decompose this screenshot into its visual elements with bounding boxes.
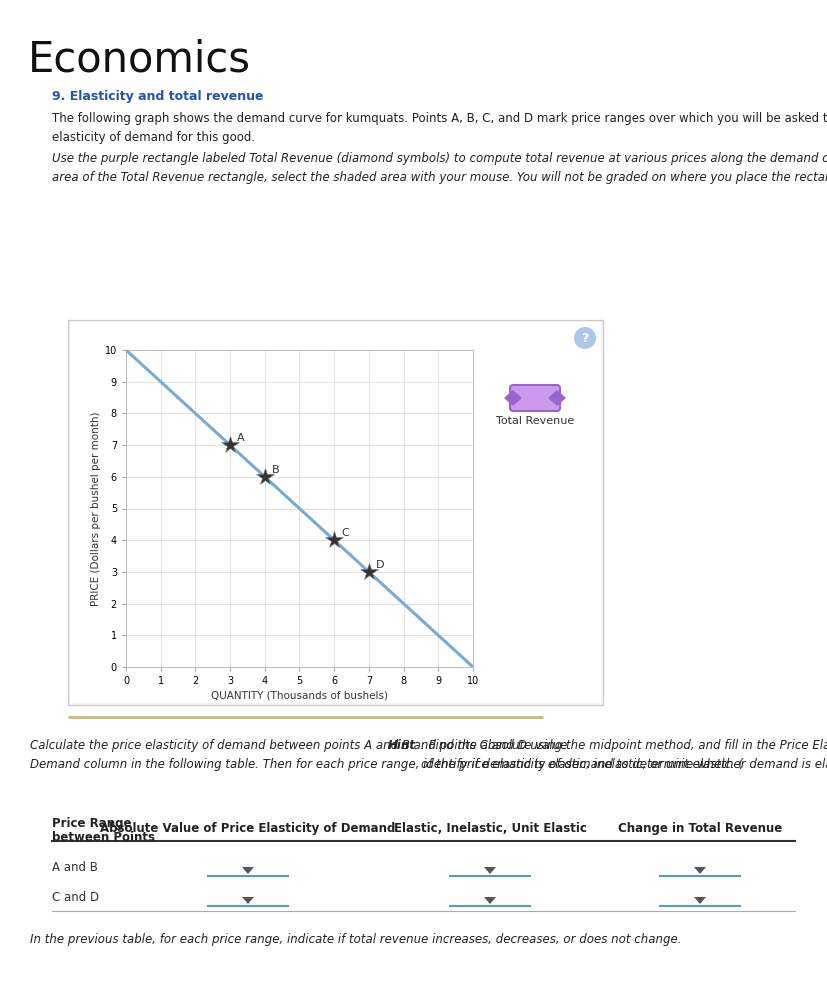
- Text: Calculate the price elasticity of demand between points A and B and points C and: Calculate the price elasticity of demand…: [30, 739, 827, 771]
- Text: The following graph shows the demand curve for kumquats. Points A, B, C, and D m: The following graph shows the demand cur…: [52, 112, 827, 144]
- Polygon shape: [241, 867, 254, 874]
- Text: Elastic, Inelastic, Unit Elastic: Elastic, Inelastic, Unit Elastic: [393, 822, 586, 835]
- Text: Use the purple rectangle labeled Total Revenue (diamond symbols) to compute tota: Use the purple rectangle labeled Total R…: [52, 152, 827, 184]
- Text: : Find the absolute value
of the price elasticity of demand to determine whether: : Find the absolute value of the price e…: [420, 739, 827, 771]
- Text: In the previous table, for each price range, indicate if total revenue increases: In the previous table, for each price ra…: [30, 933, 681, 946]
- Y-axis label: PRICE (Dollars per bushel per month): PRICE (Dollars per bushel per month): [90, 411, 100, 606]
- Polygon shape: [484, 897, 495, 904]
- X-axis label: QUANTITY (Thousands of bushels): QUANTITY (Thousands of bushels): [211, 690, 388, 700]
- Polygon shape: [693, 897, 705, 904]
- Text: A and B: A and B: [52, 861, 98, 874]
- FancyBboxPatch shape: [70, 322, 600, 703]
- Text: between Points: between Points: [52, 831, 155, 844]
- Polygon shape: [484, 867, 495, 874]
- Circle shape: [573, 327, 595, 349]
- Text: Change in Total Revenue: Change in Total Revenue: [617, 822, 782, 835]
- Polygon shape: [241, 897, 254, 904]
- Text: Total Revenue: Total Revenue: [495, 416, 573, 426]
- Text: 9. Elasticity and total revenue: 9. Elasticity and total revenue: [52, 90, 263, 103]
- FancyBboxPatch shape: [68, 320, 602, 705]
- Text: Hint: Hint: [388, 739, 415, 752]
- Text: C: C: [341, 528, 348, 538]
- Text: A: A: [237, 433, 244, 443]
- Polygon shape: [504, 391, 520, 405]
- FancyBboxPatch shape: [509, 385, 559, 411]
- Text: Absolute Value of Price Elasticity of Demand: Absolute Value of Price Elasticity of De…: [100, 822, 395, 835]
- Polygon shape: [548, 391, 564, 405]
- Text: ?: ?: [581, 332, 588, 344]
- Text: Price Range: Price Range: [52, 817, 131, 830]
- Text: B: B: [271, 465, 279, 475]
- Polygon shape: [693, 867, 705, 874]
- Text: Economics: Economics: [28, 38, 251, 80]
- Text: C and D: C and D: [52, 891, 99, 904]
- Text: D: D: [375, 560, 384, 570]
